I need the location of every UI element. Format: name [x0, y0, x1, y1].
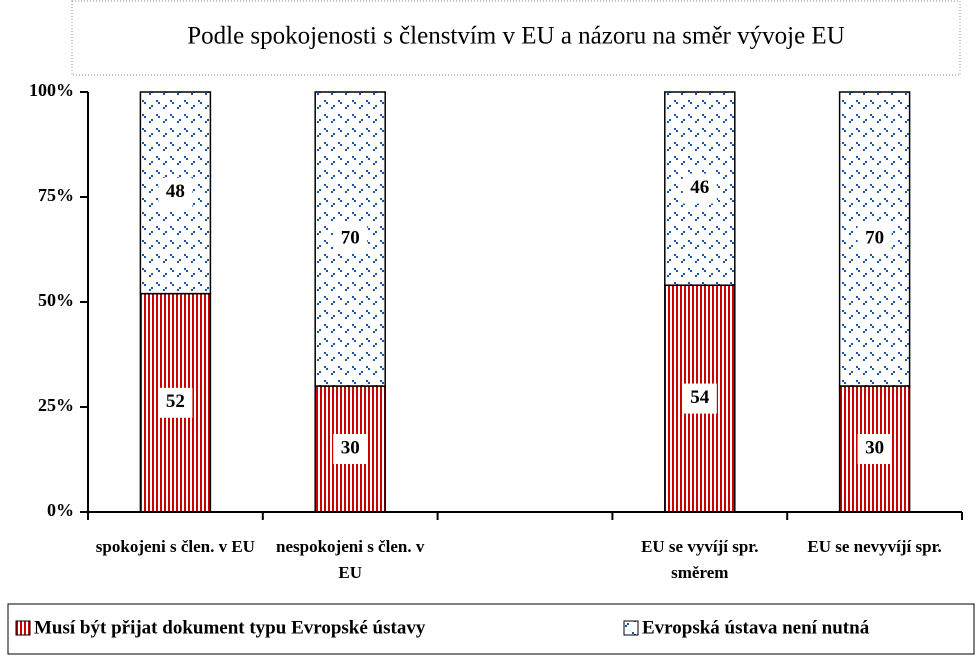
y-tick-label: 100%	[29, 80, 74, 100]
title-box	[71, 0, 961, 76]
value-label-bg	[857, 434, 892, 464]
value-label-bg	[857, 224, 892, 254]
y-tick-label: 75%	[38, 185, 74, 205]
x-tick-label: nespokojeni s člen. v EU	[276, 537, 425, 582]
value-label: 70	[865, 227, 884, 248]
y-tick-label: 25%	[38, 395, 74, 415]
x-tick-label: spokojeni s člen. v EU	[95, 537, 255, 556]
value-label: 30	[865, 437, 884, 458]
value-label: 46	[690, 177, 709, 198]
value-label: 70	[341, 227, 360, 248]
value-label-bg	[682, 173, 717, 204]
legend-label: Musí být přijat dokument typu Evropské ú…	[34, 617, 426, 638]
legend-box	[7, 603, 975, 655]
legend-swatch	[15, 620, 31, 636]
value-label: 52	[166, 391, 185, 412]
chart-title: Podle spokojenosti s členstvím v EU a ná…	[187, 23, 845, 50]
value-label: 48	[166, 181, 185, 202]
y-tick-label: 0%	[47, 500, 74, 520]
value-label-bg	[158, 387, 193, 418]
value-label: 54	[690, 387, 710, 408]
value-label-bg	[158, 177, 193, 208]
value-label: 30	[341, 437, 360, 458]
legend-swatch	[623, 620, 639, 636]
value-label-bg	[333, 224, 368, 254]
y-tick-label: 50%	[38, 290, 74, 310]
x-tick-label: EU se vyvíjí spr. směrem	[641, 537, 759, 582]
legend-label: Evropská ústava není nutná	[642, 617, 870, 638]
x-tick-label: EU se nevyvíjí spr.	[807, 537, 942, 556]
value-label-bg	[682, 383, 717, 414]
value-label-bg	[333, 434, 368, 464]
